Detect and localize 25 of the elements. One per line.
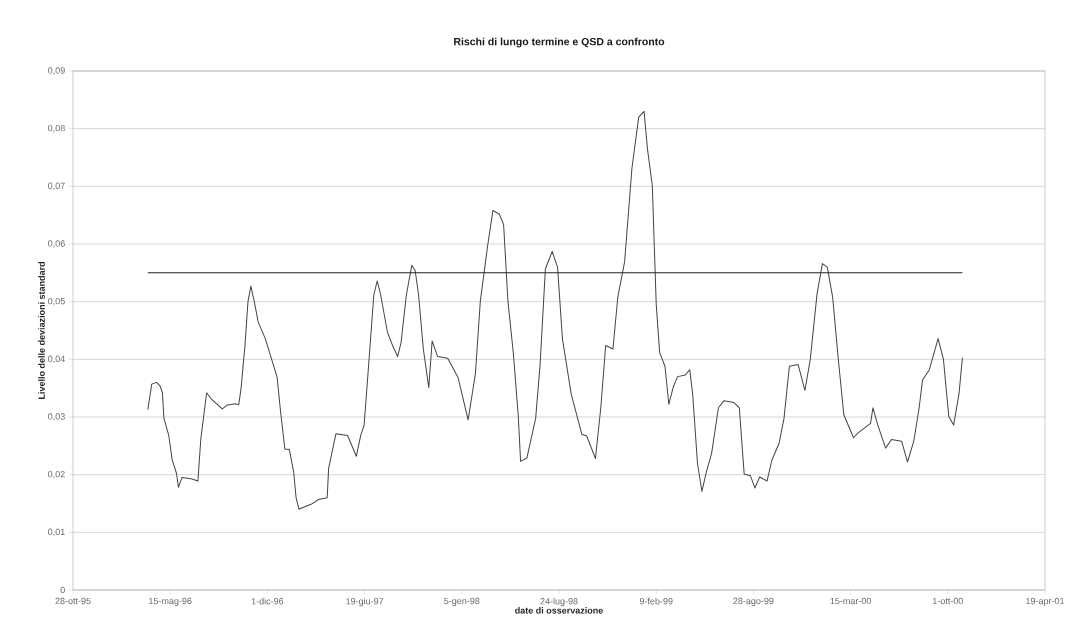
y-tick-label: 0 bbox=[60, 586, 65, 594]
y-tick-label: 0,07 bbox=[48, 182, 65, 191]
line-series bbox=[147, 110, 963, 510]
x-tick-label: 19-apr-01 bbox=[1026, 597, 1065, 606]
y-tick-label: 0,02 bbox=[48, 470, 65, 479]
y-tick-label: 0,04 bbox=[48, 355, 65, 364]
y-axis-title: Livello delle deviazioni standard bbox=[38, 262, 45, 399]
x-tick-label: 24-lug-98 bbox=[540, 597, 578, 607]
y-tick-label: 0,05 bbox=[48, 297, 65, 306]
y-tick-label: 0,06 bbox=[48, 240, 65, 248]
x-tick-label: 19-giu-97 bbox=[346, 597, 384, 607]
x-tick-label: 15-mar-00 bbox=[830, 597, 872, 605]
x-tick-label: 28-ago-99 bbox=[733, 597, 774, 606]
y-tick-label: 0,03 bbox=[48, 413, 65, 421]
chart-title: Rischi di lungo termine e QSD a confronto bbox=[454, 37, 665, 48]
x-tick-label: 15-mag-96 bbox=[149, 597, 192, 606]
x-tick-label: 1-dic-96 bbox=[251, 597, 284, 605]
x-tick-label: 5-gen-98 bbox=[444, 597, 480, 606]
x-tick-label: 1-ott-00 bbox=[932, 597, 963, 605]
y-tick-label: 0,08 bbox=[48, 124, 65, 133]
x-tick-label: 9-feb-99 bbox=[639, 597, 673, 605]
y-tick-label: 0,01 bbox=[48, 528, 65, 537]
x-axis-title: date di osservazione bbox=[515, 607, 603, 614]
y-tick-label: 0,09 bbox=[48, 67, 65, 75]
x-tick-label: 28-ott-95 bbox=[55, 597, 91, 605]
